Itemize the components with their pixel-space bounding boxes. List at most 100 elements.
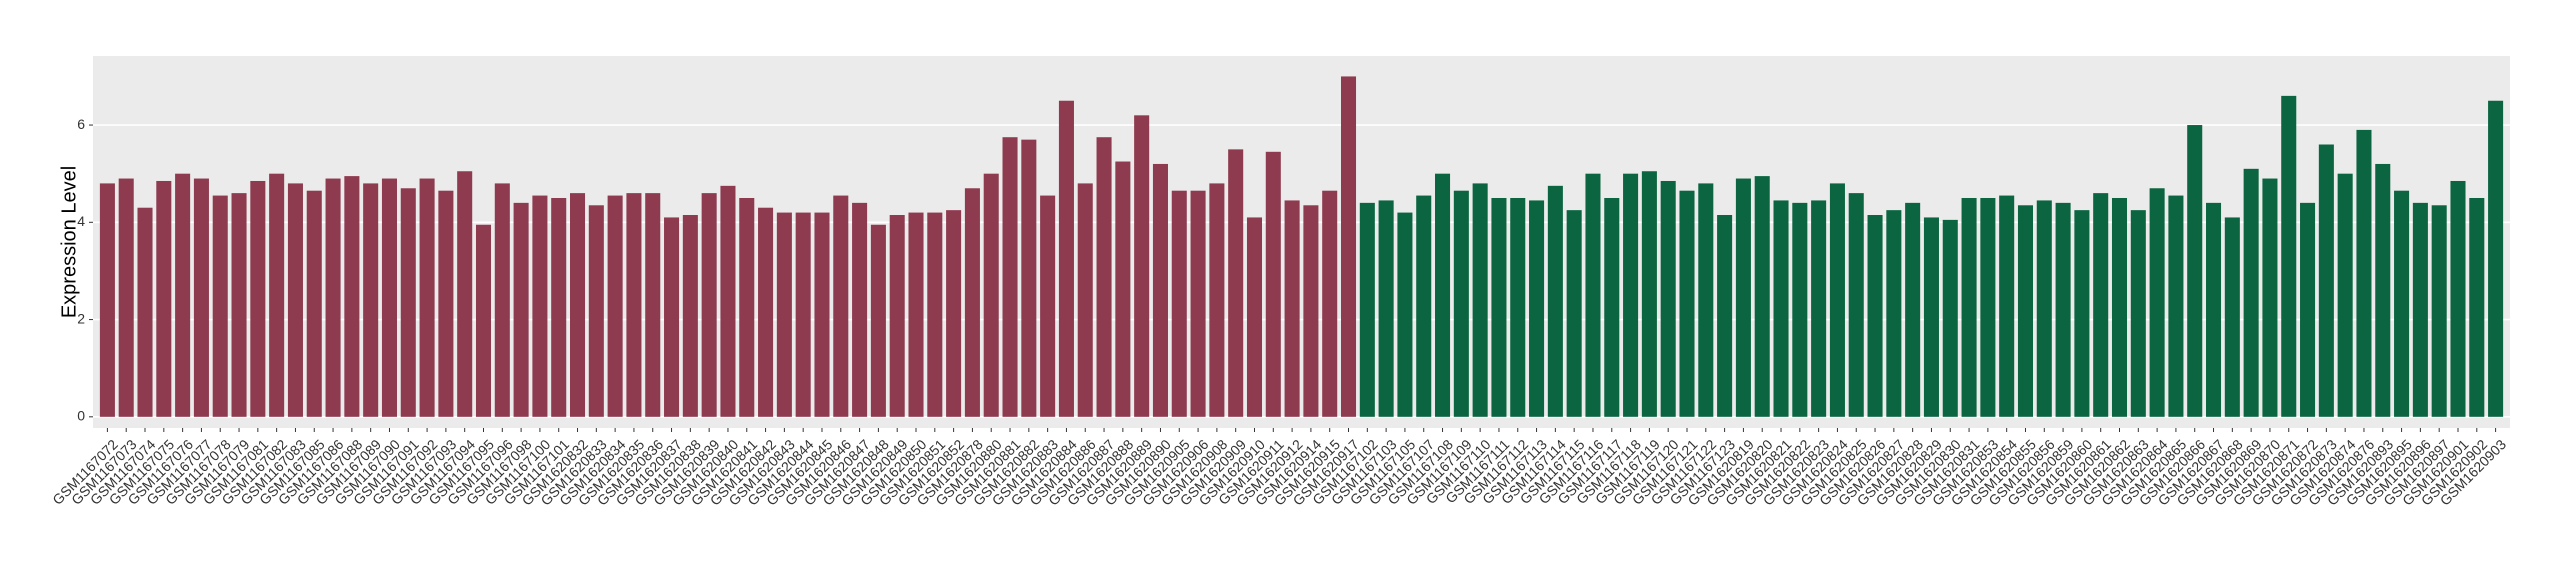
bar	[1585, 173, 1601, 417]
bar	[1077, 183, 1093, 417]
bar	[1961, 197, 1977, 417]
y-axis-title: Expression Level	[58, 166, 80, 318]
bar	[118, 178, 134, 417]
bar	[400, 188, 416, 417]
bar	[852, 202, 868, 417]
y-tick-label: 6	[77, 116, 85, 132]
bar	[1359, 202, 1375, 417]
bar	[438, 190, 454, 417]
bar	[1397, 212, 1413, 417]
bar	[1491, 197, 1507, 417]
bar	[1792, 202, 1808, 417]
bar	[1547, 185, 1563, 417]
bar	[1021, 139, 1037, 417]
bar	[1905, 202, 1921, 417]
bar	[2111, 197, 2128, 417]
bar	[475, 224, 492, 417]
bar	[1378, 200, 1394, 417]
bar	[626, 193, 642, 417]
y-tick-label: 0	[77, 408, 85, 424]
bar	[1811, 200, 1827, 417]
bar	[212, 195, 228, 417]
bar	[2412, 202, 2428, 417]
bar	[2300, 202, 2316, 417]
bar	[2262, 178, 2278, 417]
bar	[1641, 171, 1657, 417]
bar	[758, 207, 774, 417]
bar	[287, 183, 303, 417]
bar	[795, 212, 811, 417]
bar	[156, 180, 172, 417]
bar	[1604, 197, 1620, 417]
bar	[193, 178, 209, 417]
bar	[1980, 197, 1996, 417]
bar	[833, 195, 849, 417]
bar	[2036, 200, 2052, 417]
bar	[231, 193, 247, 417]
bar	[175, 173, 191, 417]
bar	[1152, 163, 1168, 417]
bar	[870, 224, 886, 417]
bar	[2337, 173, 2353, 417]
bar	[1660, 180, 1676, 417]
bar	[2130, 210, 2146, 417]
bar	[2168, 195, 2184, 417]
bar	[607, 195, 623, 417]
bar	[1435, 173, 1451, 417]
bar	[2394, 190, 2410, 417]
bar	[269, 173, 285, 417]
bar	[1867, 215, 1883, 417]
bar	[927, 212, 943, 417]
bar	[2187, 125, 2203, 417]
bar	[551, 197, 567, 417]
plot-panel	[93, 56, 2510, 428]
bar	[2431, 205, 2447, 417]
bar	[588, 205, 604, 417]
bar	[889, 215, 905, 417]
bar	[1754, 176, 1770, 417]
bar	[2055, 202, 2071, 417]
bar	[1284, 200, 1300, 417]
bar	[1416, 195, 1432, 417]
bar	[2243, 168, 2259, 417]
bar	[645, 193, 661, 417]
bar	[739, 197, 755, 417]
bar	[2469, 197, 2485, 417]
bar	[682, 215, 698, 417]
bar	[1303, 205, 1319, 417]
bar	[2375, 163, 2391, 417]
bar	[419, 178, 435, 417]
bar	[306, 190, 322, 417]
bar	[532, 195, 548, 417]
bar	[1717, 215, 1733, 417]
bar	[457, 171, 473, 417]
bar	[1529, 200, 1545, 417]
bar	[1040, 195, 1056, 417]
bar	[2149, 188, 2165, 417]
bar	[1134, 115, 1150, 417]
bar	[99, 183, 115, 417]
bar	[983, 173, 999, 417]
y-tick-label: 2	[77, 310, 85, 326]
bar	[569, 193, 586, 417]
bar	[1886, 210, 1902, 417]
bar	[381, 178, 397, 417]
bar	[250, 180, 266, 417]
bar	[1322, 190, 1338, 417]
bar	[664, 217, 680, 417]
bar	[1228, 149, 1244, 417]
bar	[1472, 183, 1488, 417]
bar	[363, 183, 379, 417]
bar	[1566, 210, 1582, 417]
bar	[1209, 183, 1225, 417]
bar	[1923, 217, 1939, 417]
bar	[1679, 190, 1695, 417]
bar	[1246, 217, 1263, 417]
bar	[494, 183, 510, 417]
bar	[2206, 202, 2222, 417]
bar	[344, 176, 360, 417]
bar	[814, 212, 830, 417]
bar	[2281, 95, 2297, 417]
bar	[1942, 219, 1958, 417]
